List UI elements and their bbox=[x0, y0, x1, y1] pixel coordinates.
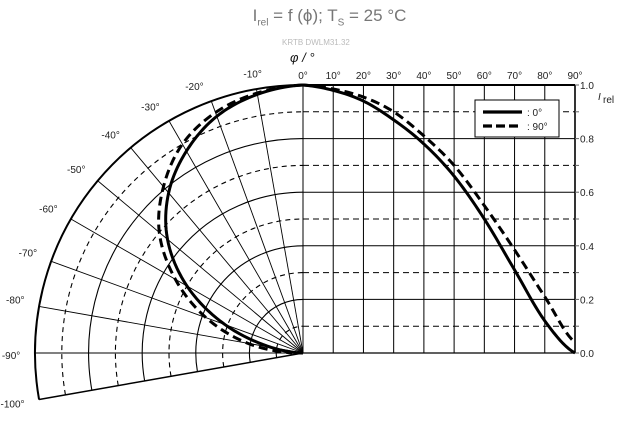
polar-radial-line bbox=[168, 120, 304, 354]
y-tick-label: 0.8 bbox=[580, 135, 594, 146]
polar-tick-label: -10° bbox=[243, 70, 261, 81]
x-tick-label: 60° bbox=[477, 71, 492, 82]
y-axis-label: I bbox=[598, 92, 601, 103]
x-tick-label: 70° bbox=[507, 71, 522, 82]
polar-radial-line bbox=[97, 180, 304, 354]
polar-ring bbox=[222, 272, 304, 368]
polar-radial-line bbox=[130, 147, 304, 354]
polar-tick-label: -40° bbox=[101, 130, 119, 141]
polar-ring bbox=[168, 218, 304, 377]
y-tick-label: 0.6 bbox=[580, 188, 594, 199]
polar-radial-line bbox=[210, 101, 304, 354]
polar-tick-label: -20° bbox=[185, 82, 203, 93]
y-tick-label: 0.0 bbox=[580, 349, 594, 360]
polar-radial-line bbox=[38, 352, 304, 401]
chart-subtitle: KRTB DWLM31.32 bbox=[282, 38, 350, 47]
legend-box bbox=[474, 99, 560, 138]
x-tick-label: 40° bbox=[416, 71, 431, 82]
polar-tick-label: -30° bbox=[141, 103, 159, 114]
polar-radial-line bbox=[51, 260, 304, 354]
polar-tick-label: -80° bbox=[6, 296, 24, 307]
x-tick-label: 80° bbox=[537, 71, 552, 82]
y-tick-label: 0.4 bbox=[580, 242, 594, 253]
y-tick-label: 1.0 bbox=[580, 81, 594, 92]
legend-label: : 90° bbox=[527, 122, 548, 133]
polar-tick-label: -60° bbox=[39, 205, 57, 216]
x-tick-label: 0° bbox=[298, 71, 308, 82]
polar-tick-label: -100° bbox=[0, 399, 24, 410]
x-tick-label: 30° bbox=[386, 71, 401, 82]
x-axis-label: φ / ° bbox=[290, 50, 315, 65]
series-line-cartesian bbox=[302, 83, 576, 355]
chart-title: Irel = f (ϕ); TS = 25 °C bbox=[252, 6, 407, 29]
polar-tick-label: -70° bbox=[19, 249, 37, 260]
legend-label: : 0° bbox=[527, 108, 542, 119]
y-tick-label: 0.2 bbox=[580, 295, 594, 306]
polar-radial-line bbox=[38, 306, 304, 354]
y-axis-label-sub: rel bbox=[603, 95, 614, 106]
polar-radial-line bbox=[256, 88, 304, 354]
series-line-cartesian bbox=[302, 83, 577, 344]
x-tick-label: 20° bbox=[356, 71, 371, 82]
polar-tick-label: -90° bbox=[2, 351, 20, 362]
series-line-polar bbox=[157, 83, 304, 355]
x-tick-label: 50° bbox=[447, 71, 462, 82]
polar-tick-label: -50° bbox=[67, 165, 85, 176]
x-tick-label: 10° bbox=[326, 71, 341, 82]
series-line-polar bbox=[164, 83, 304, 355]
x-tick-label: 90° bbox=[567, 71, 582, 82]
